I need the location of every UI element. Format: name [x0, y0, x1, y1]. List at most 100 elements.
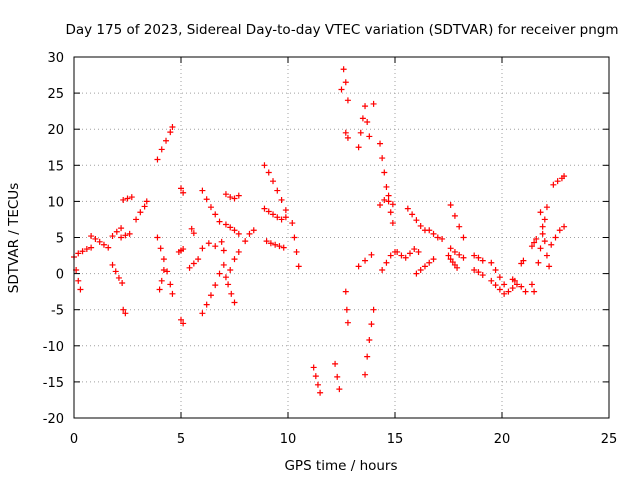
y-tick-label: -5 [51, 304, 64, 319]
series-arc-15 [178, 316, 187, 327]
data-point [394, 248, 401, 255]
data-point [282, 214, 289, 221]
data-point [518, 283, 525, 290]
series-arc-60 [550, 173, 568, 188]
series-arc-50 [488, 259, 508, 288]
data-point [501, 281, 508, 288]
data-point [381, 169, 388, 176]
series-arc-24 [225, 281, 238, 306]
data-point [157, 245, 164, 252]
data-point [77, 286, 84, 293]
plot-frame [73, 56, 610, 419]
series-arc-51 [488, 277, 508, 297]
y-tick-label: -10 [43, 340, 64, 355]
x-tick-label: 10 [280, 432, 297, 447]
data-point [334, 373, 341, 380]
gridlines [74, 57, 609, 418]
y-tick-label: 30 [47, 51, 64, 66]
data-point [535, 259, 542, 266]
data-point [227, 266, 234, 273]
data-point [454, 264, 461, 271]
series-arc-20 [199, 238, 227, 254]
data-point [88, 244, 95, 251]
data-point [561, 223, 568, 230]
data-point [492, 282, 499, 289]
data-point [274, 187, 281, 194]
data-point [160, 256, 167, 263]
data-point [235, 230, 242, 237]
data-point [370, 306, 377, 313]
data-point [430, 230, 437, 237]
series-arc-48 [471, 266, 486, 279]
data-point [164, 268, 171, 275]
data-points [71, 66, 568, 396]
series-arc-21 [222, 191, 242, 202]
data-point [475, 254, 482, 261]
data-point [496, 274, 503, 281]
data-point [188, 225, 195, 232]
data-point [417, 222, 424, 229]
data-point [220, 247, 227, 254]
data-point [413, 270, 420, 277]
series-arc-9 [133, 198, 150, 223]
data-point [539, 230, 546, 237]
data-point [362, 371, 369, 378]
x-tick-label: 0 [70, 432, 78, 447]
data-point [377, 140, 384, 147]
data-point [475, 269, 482, 276]
data-point [439, 235, 446, 242]
data-point [511, 277, 518, 284]
data-point [537, 209, 544, 216]
data-point [169, 124, 176, 131]
data-point [205, 240, 212, 247]
data-point [336, 386, 343, 393]
data-point [225, 281, 232, 288]
data-point [314, 381, 321, 388]
data-point [355, 144, 362, 151]
data-point [383, 259, 390, 266]
data-point [293, 248, 300, 255]
data-point [186, 264, 193, 271]
series-arc-14 [175, 246, 187, 255]
data-point [409, 211, 416, 218]
data-point [154, 156, 161, 163]
data-point [212, 211, 219, 218]
data-point [496, 286, 503, 293]
series-arc-19 [199, 261, 227, 317]
series-arc-27 [261, 205, 289, 223]
data-point [552, 234, 559, 241]
data-point [180, 320, 187, 327]
series-arc-4 [109, 261, 126, 286]
data-point [561, 173, 568, 180]
data-point [291, 234, 298, 241]
data-point [113, 228, 120, 235]
data-point [310, 364, 317, 371]
series-arc-2 [75, 244, 95, 257]
series-arc-49 [471, 252, 486, 264]
series-arc-56 [528, 281, 538, 295]
data-point [231, 299, 238, 306]
data-point [411, 246, 418, 253]
data-point [531, 239, 538, 246]
series-arc-11 [154, 234, 176, 297]
data-point [137, 209, 144, 216]
data-point [451, 248, 458, 255]
data-point [364, 118, 371, 125]
data-point [96, 238, 103, 245]
data-point [531, 288, 538, 295]
series-arc-34 [342, 288, 351, 326]
data-point [169, 290, 176, 297]
data-point [88, 233, 95, 240]
data-point [75, 250, 82, 257]
data-point [451, 212, 458, 219]
data-point [344, 134, 351, 141]
data-point [246, 230, 253, 237]
data-point [263, 238, 270, 245]
data-point [195, 256, 202, 263]
data-point [141, 203, 148, 210]
data-point [276, 243, 283, 250]
data-point [541, 238, 548, 245]
series-arc-35 [355, 100, 377, 151]
data-point [471, 252, 478, 259]
